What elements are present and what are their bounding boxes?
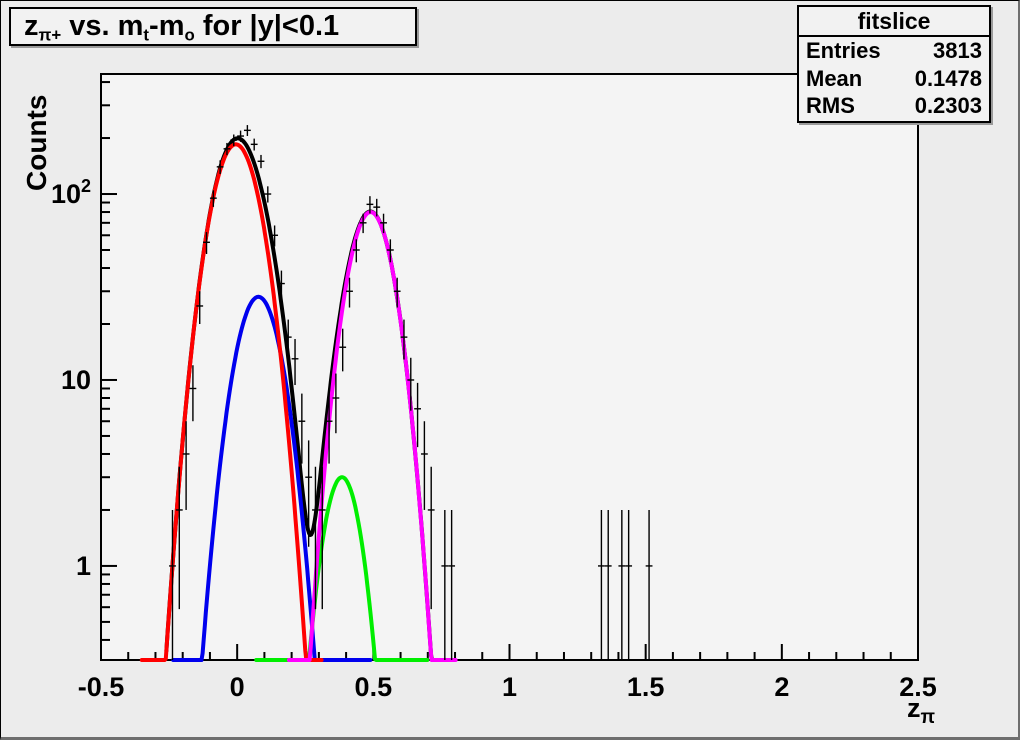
x-axis-labels: -0.5 0 0.5 1 1.5 2 2.5 (78, 672, 937, 702)
stats-row-mean: Mean 0.1478 (799, 65, 989, 93)
svg-text:-0.5: -0.5 (78, 672, 125, 702)
y-axis (101, 81, 117, 641)
stats-value: 0.2303 (914, 93, 982, 118)
background2-fit (254, 475, 430, 662)
svg-text:2.5: 2.5 (899, 672, 937, 702)
data-points (169, 125, 653, 660)
stats-row-rms: RMS 0.2303 (799, 92, 989, 120)
svg-text:1: 1 (76, 551, 91, 581)
stats-row-entries: Entries 3813 (799, 37, 989, 65)
svg-text:2: 2 (774, 672, 789, 702)
plot-title: zπ+ vs. mt-mo for |y|<0.1 (24, 10, 340, 45)
stats-header: fitslice (799, 7, 989, 37)
svg-text:102: 102 (51, 176, 91, 209)
x-axis-title: zπ (907, 693, 936, 728)
signal2-fit (286, 210, 458, 662)
stats-label: Entries (806, 38, 881, 63)
stats-label: RMS (806, 93, 855, 118)
y-axis-labels: 1 10 102 (51, 176, 91, 581)
svg-text:0.5: 0.5 (355, 672, 393, 702)
stats-label: Mean (806, 65, 863, 91)
svg-text:10: 10 (61, 365, 91, 395)
stats-value: 3813 (933, 38, 982, 63)
y-axis-title: Counts (21, 95, 52, 191)
svg-text:1: 1 (502, 672, 517, 702)
stats-value: 0.1478 (914, 65, 982, 91)
stats-box: fitslice Entries 3813 Mean 0.1478 RMS 0.… (797, 5, 991, 123)
svg-text:0: 0 (230, 672, 245, 702)
background1-fit (171, 294, 373, 662)
plot-title-box: zπ+ vs. mt-mo for |y|<0.1 (9, 7, 417, 46)
plot-frame (100, 73, 919, 661)
svg-text:1.5: 1.5 (627, 672, 665, 702)
